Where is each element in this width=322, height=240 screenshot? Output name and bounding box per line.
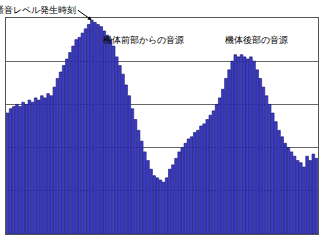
svg-text:機体後部の音源: 機体後部の音源 <box>225 35 288 45</box>
svg-text:機体前部からの音源: 機体前部からの音源 <box>103 35 184 45</box>
svg-text:最大騒音レベル発生時刻: 最大騒音レベル発生時刻 <box>0 5 76 15</box>
